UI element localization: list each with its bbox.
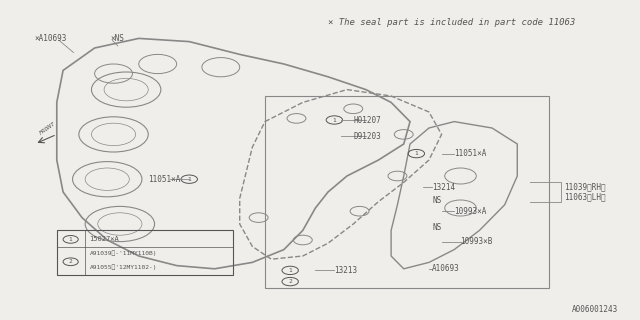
Bar xyxy=(57,230,234,275)
Text: FRONT: FRONT xyxy=(38,121,56,136)
Text: 10993×B: 10993×B xyxy=(461,237,493,246)
Text: A006001243: A006001243 xyxy=(572,305,618,314)
Text: 10993×A: 10993×A xyxy=(454,207,486,216)
Text: 13213: 13213 xyxy=(334,266,358,275)
Text: × The seal part is included in part code 11063: × The seal part is included in part code… xyxy=(328,18,575,27)
Text: 1: 1 xyxy=(188,177,191,182)
Text: 1: 1 xyxy=(415,151,418,156)
Text: 15027×A: 15027×A xyxy=(90,236,119,242)
Text: 1: 1 xyxy=(288,268,292,273)
Text: ×NS: ×NS xyxy=(110,34,124,43)
Bar xyxy=(265,96,549,288)
Text: NS: NS xyxy=(432,223,442,232)
Text: D91203: D91203 xyxy=(353,132,381,140)
Text: 11063〈LH〉: 11063〈LH〉 xyxy=(564,192,606,201)
Text: A91055（'12MY1102-): A91055（'12MY1102-) xyxy=(90,264,157,270)
Text: 11039〈RH〉: 11039〈RH〉 xyxy=(564,183,606,192)
Text: 2: 2 xyxy=(288,279,292,284)
Text: A10693: A10693 xyxy=(432,264,460,273)
Text: 2: 2 xyxy=(68,259,72,264)
Text: NS: NS xyxy=(432,196,442,204)
Text: A91039（-'11MY110B): A91039（-'11MY110B) xyxy=(90,250,157,256)
Text: H01207: H01207 xyxy=(353,116,381,124)
Text: 13214: 13214 xyxy=(432,183,455,192)
Text: ×A10693: ×A10693 xyxy=(35,34,67,43)
Text: 1: 1 xyxy=(332,117,336,123)
Text: 11051×A: 11051×A xyxy=(454,149,486,158)
Text: 11051×A: 11051×A xyxy=(148,175,180,184)
Text: 1: 1 xyxy=(68,237,72,242)
